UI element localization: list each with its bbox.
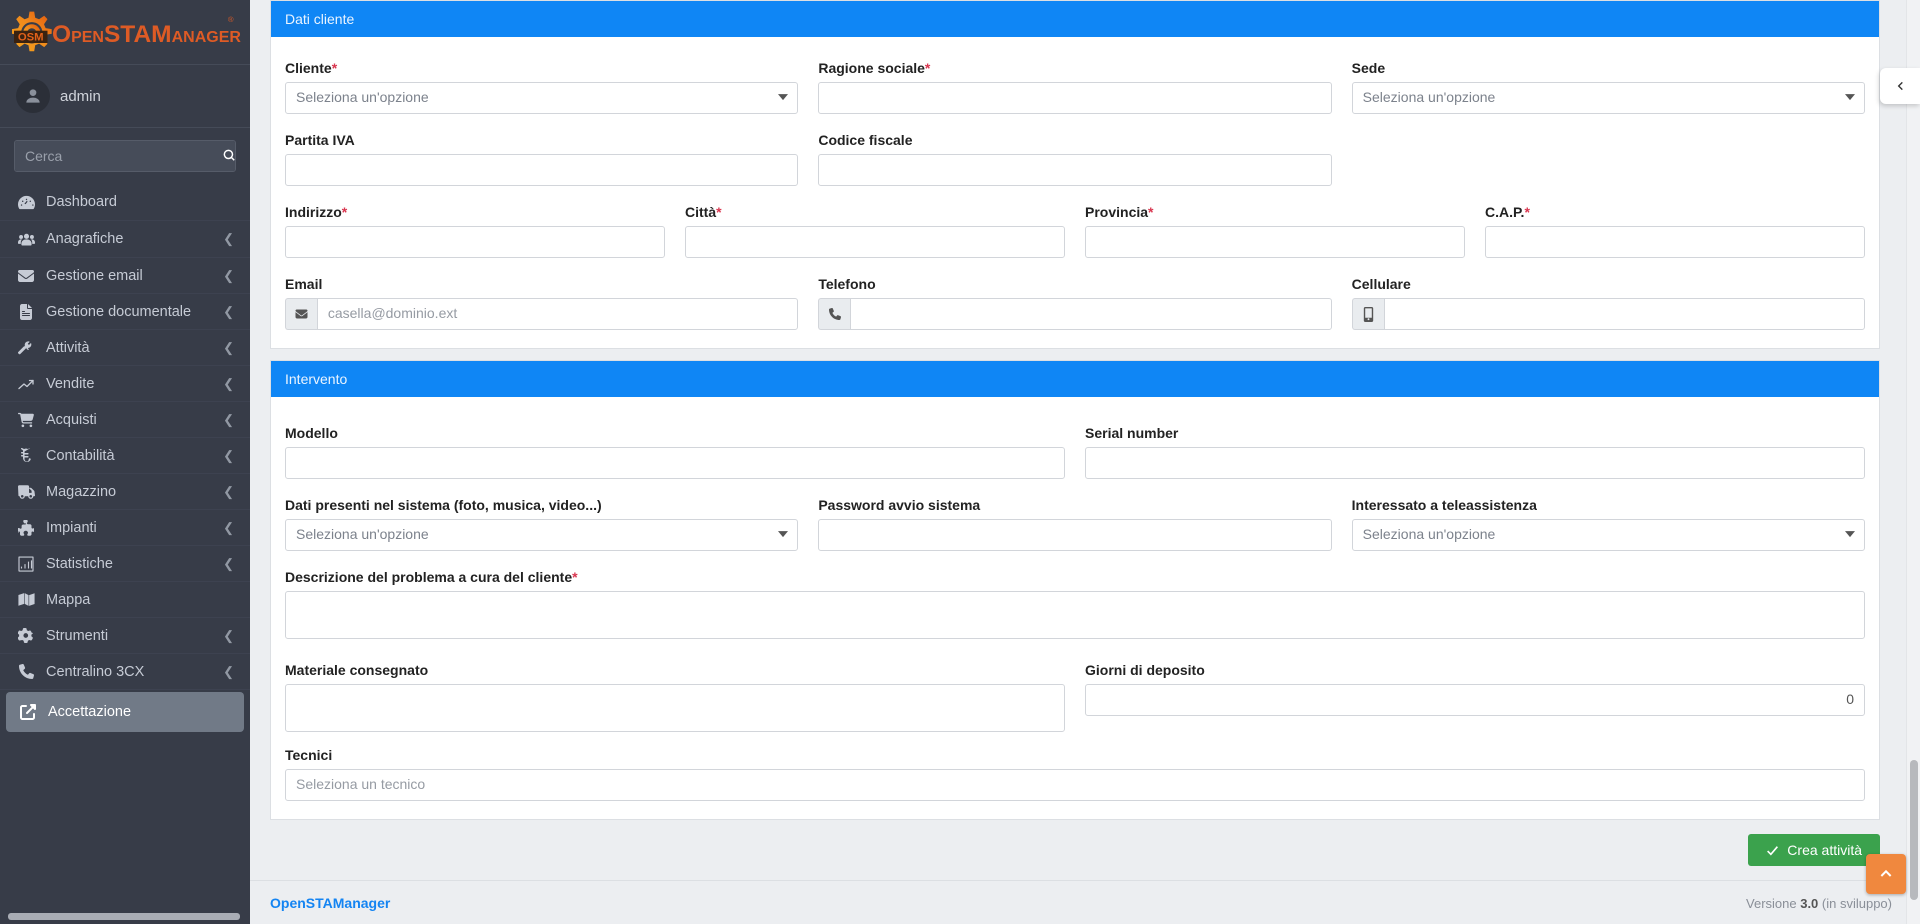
svg-text:OPENSTAMANAGER: OPENSTAMANAGER bbox=[52, 21, 241, 48]
svg-text:OSM: OSM bbox=[18, 31, 44, 43]
svg-text:®: ® bbox=[228, 15, 234, 24]
